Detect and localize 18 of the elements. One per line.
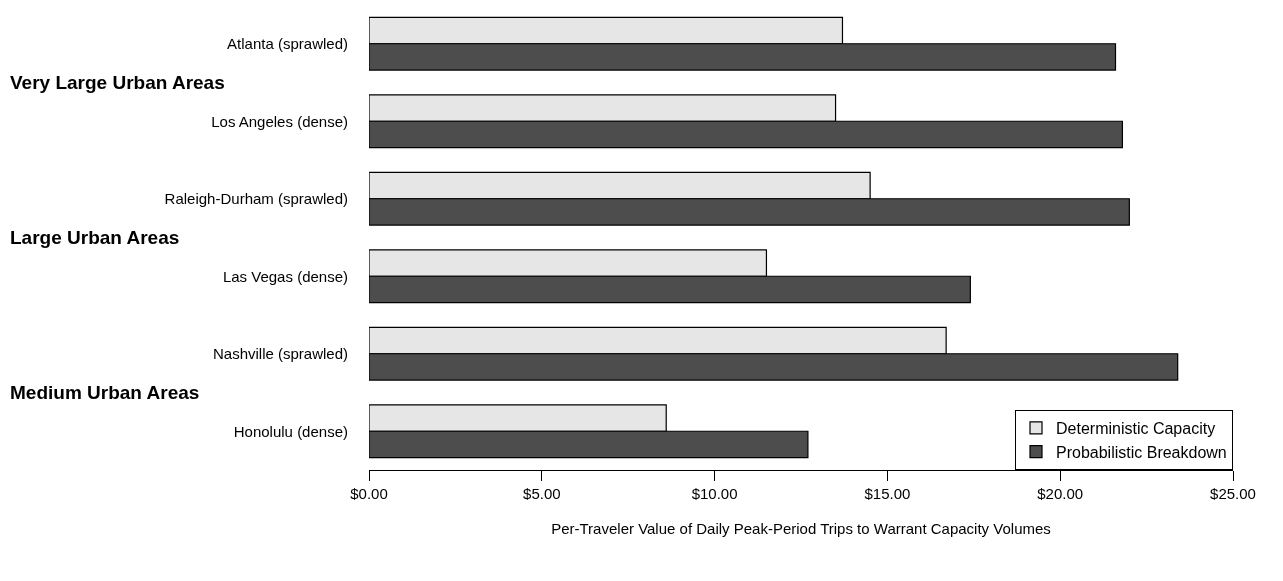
x-tick-label: $10.00 [691, 485, 738, 502]
text: Very Large Urban Areas [10, 72, 225, 93]
text: Medium Urban Areas [10, 382, 200, 403]
y-tick-label: Raleigh-Durham (sprawled) [164, 190, 348, 207]
x-tick-label: $20.00 [1037, 485, 1084, 502]
y-tick-label: Honolulu (dense) [233, 422, 348, 440]
x-tick-label: $25.00 [1210, 485, 1256, 502]
x-tick-label: $5.00 [523, 485, 561, 502]
x-tick-label: $15.00 [864, 485, 911, 502]
x-axis-title: Per-Traveler Value of Daily Peak-Period Trips to Warrant Capacity Volumes [551, 520, 1051, 537]
x-tick-label: $0.00 [350, 485, 388, 502]
legend-label: Deterministic Capacity [1056, 420, 1216, 438]
y-tick-label: Los Angeles (dense) [211, 112, 348, 130]
y-tick-label: Atlanta (sprawled) [227, 35, 348, 52]
text: Large Urban Areas [10, 227, 180, 248]
y-tick-label: Las Vegas (dense) [222, 267, 348, 285]
legend-label: Probabilistic Breakdown [1056, 443, 1227, 461]
y-tick-label: Nashville (sprawled) [212, 345, 348, 362]
